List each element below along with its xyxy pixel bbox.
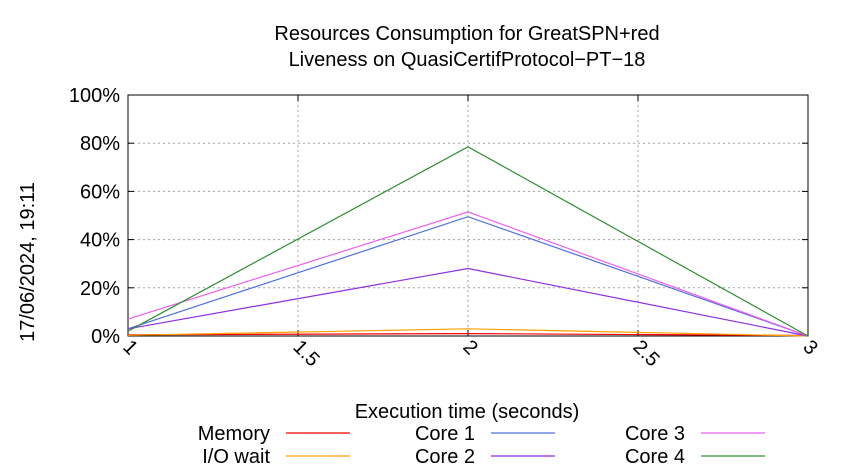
chart-title-line-2: Liveness on QuasiCertifProtocol−PT−18 [289, 49, 646, 71]
series-line-core-3 [127, 211, 809, 337]
x-tick-label: 1 [118, 336, 141, 359]
x-axis-ticks: 1 1.5 2 2.5 3 [118, 95, 822, 371]
y-tick-label: 40% [80, 230, 120, 252]
timestamp-label: 17/06/2024, 19:11 [17, 182, 39, 342]
series-line-i-o-wait [127, 328, 809, 337]
series-line-memory [127, 333, 809, 337]
y-tick-label: 20% [80, 278, 120, 300]
y-tick-label: 100% [69, 85, 120, 107]
legend-label-core-3: Core 3 [625, 423, 685, 445]
x-tick-label: 3 [798, 336, 821, 359]
y-tick-label: 0% [91, 326, 120, 348]
x-tick-label: 2.5 [628, 336, 663, 371]
legend-label-core-4: Core 4 [625, 446, 685, 468]
series-line-core-2 [127, 267, 809, 337]
legend-label-core-2: Core 2 [415, 446, 475, 468]
y-tick-label: 80% [80, 133, 120, 155]
legend-label-memory: Memory [198, 423, 270, 445]
x-axis-label: Execution time (seconds) [355, 401, 580, 423]
x-tick-label: 1.5 [288, 336, 323, 371]
legend-label-i-o-wait: I/O wait [202, 446, 270, 468]
series-line-core-4 [127, 146, 809, 337]
x-tick-label: 2 [458, 336, 481, 359]
series-lines [127, 146, 809, 337]
chart-title: Resources Consumption for GreatSPN+red L… [274, 23, 659, 71]
y-tick-label: 60% [80, 181, 120, 203]
series-line-core-1 [127, 216, 809, 337]
chart-title-line-1: Resources Consumption for GreatSPN+red [274, 23, 659, 45]
y-axis-ticks: 0% 20% 40% 60% 80% 100% [69, 85, 808, 348]
legend-label-core-1: Core 1 [415, 423, 475, 445]
